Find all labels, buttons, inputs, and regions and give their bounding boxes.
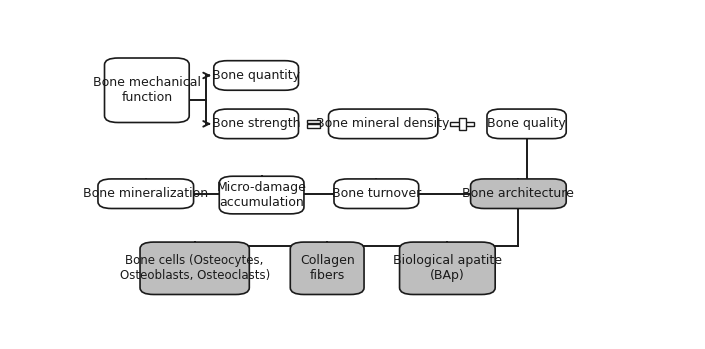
- Text: Biological apatite
(BAp): Biological apatite (BAp): [393, 254, 502, 282]
- Text: Collagen
fibers: Collagen fibers: [300, 254, 355, 282]
- FancyBboxPatch shape: [214, 61, 298, 90]
- FancyBboxPatch shape: [140, 242, 250, 295]
- FancyBboxPatch shape: [450, 122, 474, 126]
- FancyBboxPatch shape: [471, 179, 566, 208]
- Text: Bone quality: Bone quality: [487, 117, 566, 130]
- FancyBboxPatch shape: [104, 58, 189, 122]
- FancyBboxPatch shape: [487, 109, 566, 139]
- FancyBboxPatch shape: [214, 109, 298, 139]
- FancyBboxPatch shape: [307, 124, 320, 128]
- FancyBboxPatch shape: [219, 176, 304, 214]
- FancyBboxPatch shape: [307, 120, 320, 123]
- Text: Bone quantity: Bone quantity: [212, 69, 300, 82]
- Text: Bone mineral density: Bone mineral density: [317, 117, 450, 130]
- FancyBboxPatch shape: [98, 179, 194, 208]
- FancyBboxPatch shape: [400, 242, 495, 295]
- FancyBboxPatch shape: [334, 179, 419, 208]
- FancyBboxPatch shape: [459, 118, 466, 130]
- Text: Bone mechanical
function: Bone mechanical function: [93, 76, 201, 104]
- Text: Micro-damage
accumulation: Micro-damage accumulation: [216, 181, 307, 209]
- Text: Bone turnover: Bone turnover: [332, 187, 421, 200]
- FancyBboxPatch shape: [290, 242, 364, 295]
- Text: Bone architecture: Bone architecture: [462, 187, 575, 200]
- Text: Bone strength: Bone strength: [212, 117, 300, 130]
- FancyBboxPatch shape: [329, 109, 438, 139]
- Text: Bone mineralization: Bone mineralization: [83, 187, 209, 200]
- Text: Bone cells (Osteocytes,
Osteoblasts, Osteoclasts): Bone cells (Osteocytes, Osteoblasts, Ost…: [120, 254, 270, 282]
